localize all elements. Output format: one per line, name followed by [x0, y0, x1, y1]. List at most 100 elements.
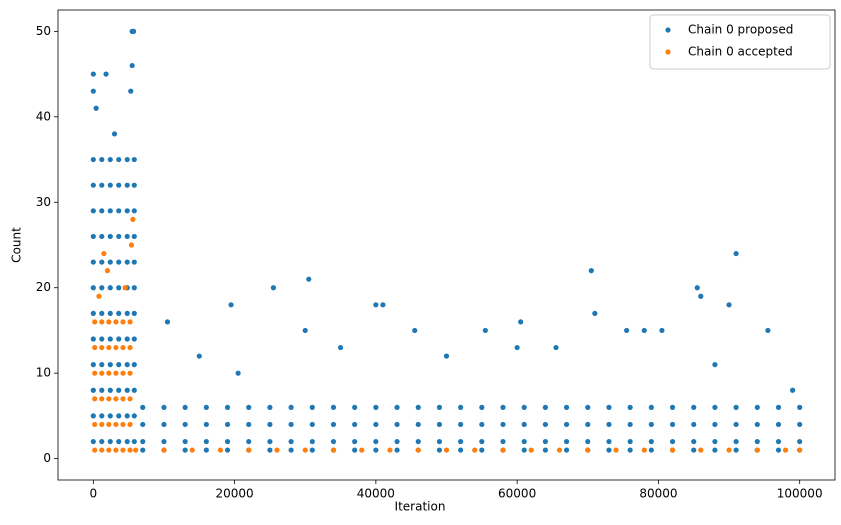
point — [775, 404, 782, 410]
point — [691, 404, 697, 410]
point — [107, 310, 113, 316]
point — [712, 404, 718, 410]
point — [107, 438, 113, 445]
point — [113, 447, 119, 453]
point — [116, 182, 122, 188]
point — [415, 447, 421, 453]
point — [246, 404, 252, 410]
point — [99, 421, 105, 428]
point — [373, 447, 379, 453]
point — [415, 421, 421, 428]
point — [797, 404, 803, 410]
point — [182, 404, 188, 410]
point — [196, 353, 202, 359]
point — [107, 233, 113, 240]
point — [104, 268, 111, 274]
point — [124, 310, 130, 316]
point — [127, 447, 133, 453]
point — [754, 447, 760, 453]
point — [99, 387, 105, 393]
point — [500, 404, 506, 410]
point — [394, 421, 400, 428]
point — [129, 62, 135, 69]
point — [113, 319, 119, 325]
x-tick-label: 80000 — [639, 487, 677, 501]
point — [106, 421, 112, 428]
point — [659, 327, 665, 334]
point — [782, 447, 789, 453]
point — [246, 421, 252, 428]
point — [90, 310, 96, 316]
point — [107, 413, 113, 419]
point — [436, 447, 443, 453]
point — [648, 404, 654, 410]
point — [309, 438, 315, 445]
point — [765, 327, 771, 334]
point — [127, 344, 133, 351]
point — [733, 404, 739, 410]
point — [330, 404, 337, 410]
point — [131, 336, 137, 342]
point — [161, 447, 167, 453]
point — [224, 447, 231, 453]
point — [754, 421, 760, 428]
point — [92, 344, 98, 351]
point — [553, 344, 559, 351]
point — [267, 404, 273, 410]
point — [288, 447, 294, 453]
point — [479, 438, 485, 445]
point — [669, 421, 676, 428]
point — [116, 233, 122, 240]
point — [585, 404, 591, 410]
point — [330, 447, 337, 453]
point — [107, 336, 113, 342]
x-tick-label: 100000 — [777, 487, 823, 501]
point — [182, 421, 188, 428]
point — [131, 259, 137, 265]
point — [415, 438, 421, 445]
point — [712, 362, 718, 368]
x-axis-label: Iteration — [395, 500, 446, 514]
point — [394, 438, 400, 445]
point — [107, 362, 113, 368]
point — [124, 208, 130, 214]
point — [161, 404, 167, 410]
point — [224, 404, 231, 410]
point — [131, 362, 137, 368]
point — [90, 156, 96, 163]
point — [585, 438, 591, 445]
point — [131, 413, 137, 419]
point — [161, 421, 167, 428]
point — [131, 387, 137, 393]
point — [164, 319, 171, 325]
y-tick-label: 20 — [36, 280, 51, 294]
point — [542, 447, 548, 453]
point — [116, 336, 122, 342]
point — [130, 28, 137, 34]
point — [96, 293, 102, 299]
point — [458, 438, 464, 445]
point — [107, 285, 113, 291]
point — [127, 396, 133, 402]
point — [775, 438, 782, 445]
point — [203, 404, 209, 410]
point — [302, 327, 308, 334]
point — [228, 302, 234, 308]
point — [606, 447, 612, 453]
point — [99, 156, 105, 163]
point — [458, 447, 464, 453]
point — [116, 285, 122, 291]
point — [120, 421, 126, 428]
point — [380, 302, 386, 308]
point — [627, 447, 633, 453]
point — [120, 396, 126, 402]
point — [106, 447, 112, 453]
point — [246, 447, 252, 453]
point — [106, 370, 112, 376]
point — [124, 259, 130, 265]
point — [107, 259, 113, 265]
y-tick-label: 0 — [43, 451, 51, 465]
point — [92, 319, 98, 325]
point — [99, 319, 105, 325]
